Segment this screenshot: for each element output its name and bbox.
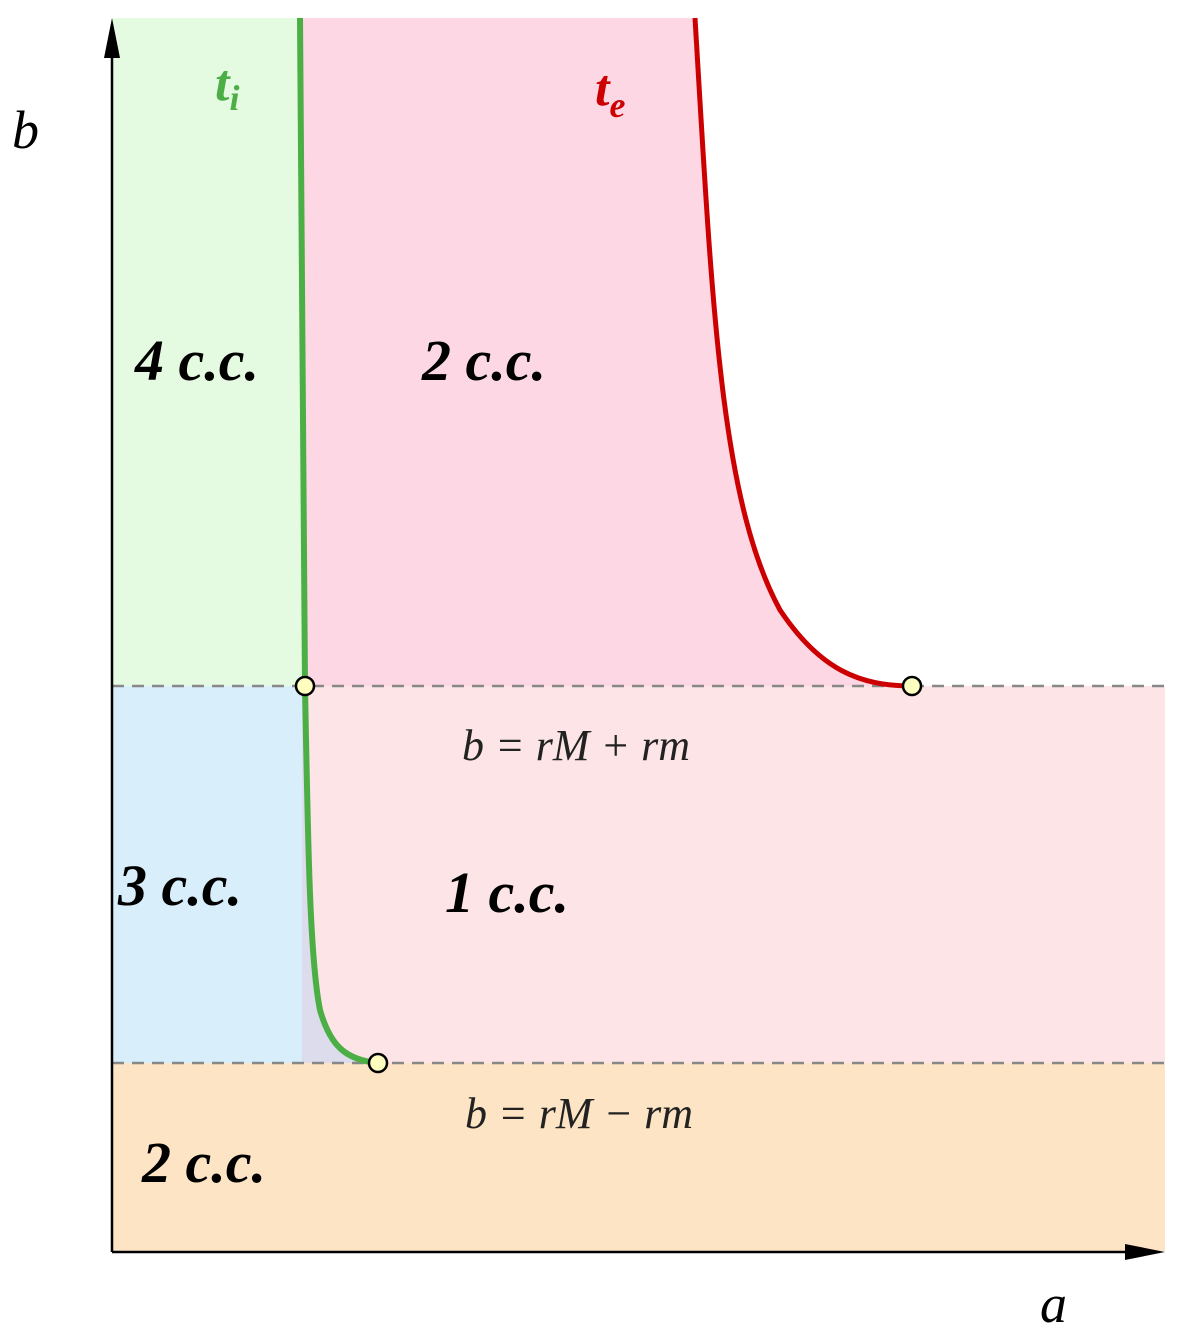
region-label: 2 c.c. [421,328,546,393]
point [294,675,316,697]
region-label: 4 c.c. [134,328,259,393]
line-label: b = rM − rm [465,1089,693,1138]
region-label: 3 c.c. [117,853,242,918]
curve-label-sub: e [609,85,625,125]
curve-label-base: t [595,60,611,117]
curve-ti [297,17,379,1066]
curve-label: ti [215,55,239,118]
point [901,675,923,697]
y-label: b [12,100,39,160]
y-arrow [104,18,120,58]
region-pink [302,18,912,686]
region-label: 1 c.c. [445,860,569,925]
region-overlap [302,686,378,1063]
curve-te [692,17,913,689]
region-green [112,18,302,686]
line-label: b = rM + rm [462,721,690,770]
x-label: a [1040,1274,1067,1334]
curve-label-sub: i [229,78,239,118]
region-light-pink [302,686,1165,1063]
x-arrow [1125,1244,1165,1260]
region-blue [112,686,302,1063]
region-orange [112,1063,1165,1251]
point [367,1052,389,1074]
region-label: 2 c.c. [141,1130,266,1195]
curve-label-base: t [215,55,231,112]
curve-label: te [595,60,625,125]
